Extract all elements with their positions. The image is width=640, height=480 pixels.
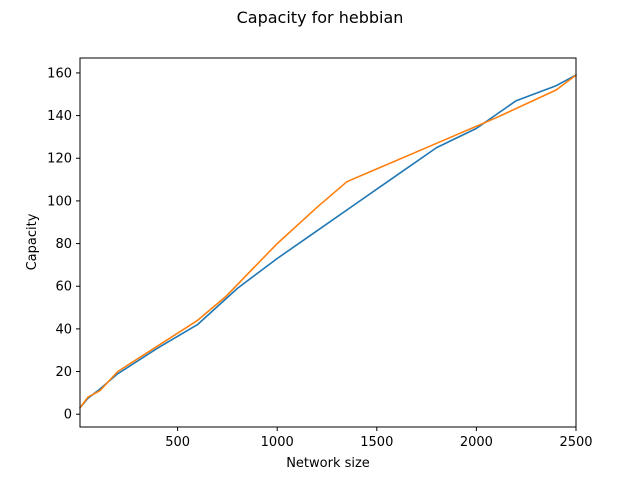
x-tick-label: 1500 <box>360 435 393 450</box>
x-tick-label: 1000 <box>261 435 294 450</box>
x-tick-label: 2000 <box>460 435 493 450</box>
y-tick-label: 80 <box>55 237 72 252</box>
y-tick-label: 0 <box>64 408 72 423</box>
y-tick-label: 120 <box>47 152 72 167</box>
y-tick-label: 40 <box>55 322 72 337</box>
x-tick-label: 500 <box>165 435 190 450</box>
x-tick-label: 2500 <box>559 435 592 450</box>
y-axis-ticks: 0 20 40 60 80 100 120 140 160 <box>47 66 80 423</box>
plot-frame <box>79 57 577 428</box>
y-tick-label: 60 <box>55 280 72 295</box>
x-axis-ticks: 500 1000 1500 2000 2500 <box>165 427 593 450</box>
series-line-1 <box>79 74 577 409</box>
y-axis-label: Capacity <box>25 213 40 270</box>
chart-title: Capacity for hebbian <box>237 8 404 27</box>
series-line-2 <box>79 74 577 409</box>
y-tick-label: 20 <box>55 365 72 380</box>
x-axis-label: Network size <box>286 456 370 471</box>
y-tick-label: 100 <box>47 194 72 209</box>
y-tick-label: 160 <box>47 66 72 81</box>
y-tick-label: 140 <box>47 109 72 124</box>
plot-area <box>79 74 577 409</box>
